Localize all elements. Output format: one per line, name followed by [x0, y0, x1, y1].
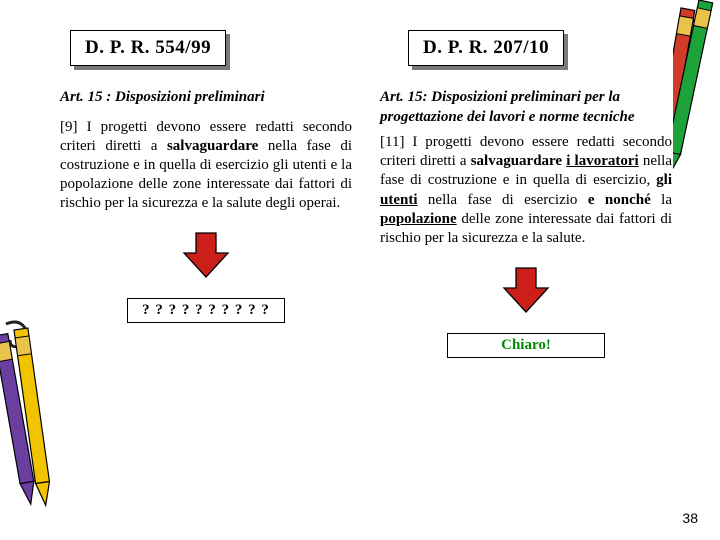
- down-arrow-icon: [500, 264, 552, 316]
- right-arrow-wrap: [380, 264, 672, 321]
- right-bold-salvaguardare: salvaguardare: [471, 153, 562, 169]
- right-column: D. P. R. 207/10 Art. 15: Disposizioni pr…: [380, 30, 672, 358]
- left-title-box: D. P. R. 554/99: [70, 30, 226, 66]
- right-bold-lavoratori: i lavoratori: [566, 153, 638, 169]
- left-arrow-wrap: [60, 229, 352, 286]
- left-tag-box: ? ? ? ? ? ? ? ? ? ?: [127, 298, 285, 323]
- left-column: D. P. R. 554/99 Art. 15 : Disposizioni p…: [60, 30, 352, 358]
- right-p5: la: [651, 192, 672, 208]
- down-arrow-icon: [180, 229, 232, 281]
- right-title: D. P. R. 207/10: [423, 37, 549, 58]
- page-number: 38: [682, 510, 698, 526]
- right-bold-gli: gli: [656, 172, 672, 188]
- right-bold-popolazione: popolazione: [380, 211, 457, 227]
- right-tag-box: Chiaro!: [447, 333, 605, 358]
- left-paragraph: [9] I progetti devono essere redatti sec…: [60, 118, 352, 214]
- right-bold-nonche: e nonché: [588, 192, 651, 208]
- left-title: D. P. R. 554/99: [85, 37, 211, 58]
- right-p4: nella fase di esercizio: [418, 192, 588, 208]
- left-subheading: Art. 15 : Disposizioni preliminari: [60, 88, 352, 108]
- slide-content: D. P. R. 554/99 Art. 15 : Disposizioni p…: [0, 0, 720, 540]
- right-tag-text: Chiaro!: [501, 337, 551, 353]
- left-tag-text: ? ? ? ? ? ? ? ? ? ?: [142, 302, 270, 318]
- left-bold-salvaguardare: salvaguardare: [167, 138, 258, 154]
- right-title-box: D. P. R. 207/10: [408, 30, 564, 66]
- right-bold-utenti: utenti: [380, 192, 418, 208]
- right-paragraph: [11] I progetti devono essere redatti se…: [380, 133, 672, 248]
- right-subheading: Art. 15: Disposizioni preliminari per la…: [380, 88, 672, 127]
